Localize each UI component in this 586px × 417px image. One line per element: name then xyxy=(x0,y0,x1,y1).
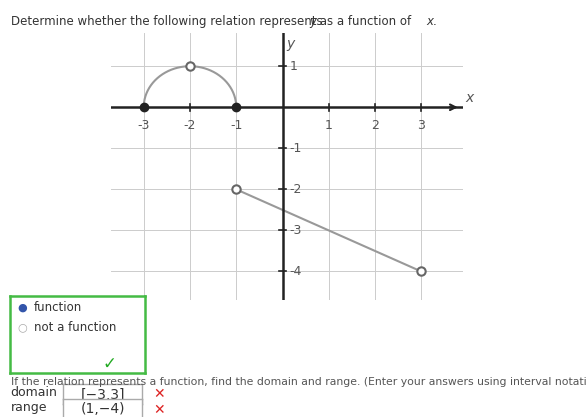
Text: ✓: ✓ xyxy=(103,354,117,373)
Text: function: function xyxy=(34,301,82,314)
Text: domain: domain xyxy=(11,386,57,399)
Text: If the relation represents a function, find the domain and range. (Enter your an: If the relation represents a function, f… xyxy=(11,377,586,387)
Text: y: y xyxy=(309,15,316,28)
Text: -3: -3 xyxy=(138,119,150,132)
Text: -2: -2 xyxy=(289,183,302,196)
Text: [−3,3]: [−3,3] xyxy=(81,387,125,402)
Text: as a function of: as a function of xyxy=(316,15,415,28)
Text: (1,−4): (1,−4) xyxy=(81,402,125,416)
Text: .: . xyxy=(433,15,437,28)
Text: -1: -1 xyxy=(289,142,302,155)
Text: ✕: ✕ xyxy=(154,387,165,402)
Text: 1: 1 xyxy=(289,60,297,73)
Text: -4: -4 xyxy=(289,265,302,278)
Text: ○: ○ xyxy=(18,322,28,332)
Text: ●: ● xyxy=(18,302,28,312)
Text: x: x xyxy=(465,91,473,105)
Text: Determine whether the following relation represents: Determine whether the following relation… xyxy=(11,15,326,28)
Text: range: range xyxy=(11,401,47,414)
Text: -1: -1 xyxy=(230,119,243,132)
Text: -2: -2 xyxy=(184,119,196,132)
Text: 1: 1 xyxy=(325,119,333,132)
Text: 3: 3 xyxy=(417,119,425,132)
Text: x: x xyxy=(427,15,434,28)
Text: y: y xyxy=(286,38,294,51)
Text: not a function: not a function xyxy=(34,321,117,334)
Text: -3: -3 xyxy=(289,224,302,237)
Text: 2: 2 xyxy=(371,119,379,132)
Text: ✕: ✕ xyxy=(154,403,165,417)
